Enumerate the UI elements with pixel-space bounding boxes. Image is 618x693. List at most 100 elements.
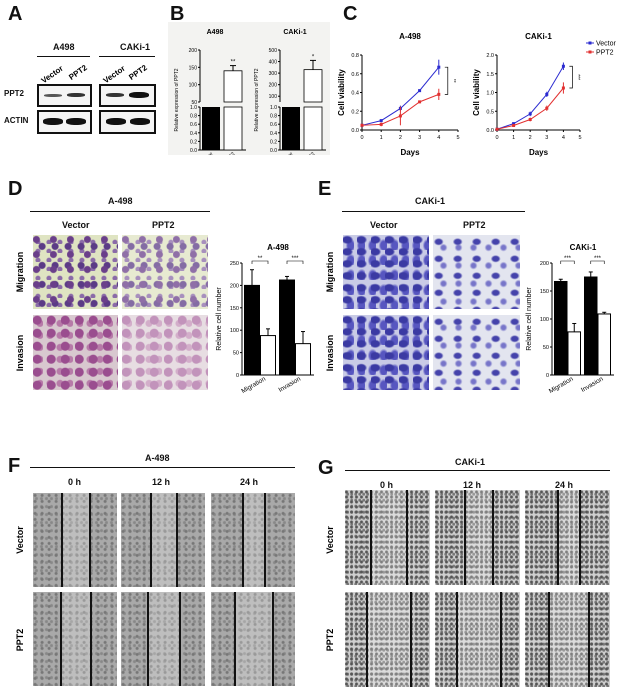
legend-label: Vector — [596, 41, 617, 48]
significance-bracket — [590, 260, 605, 264]
y-tick-label: 100 — [269, 94, 278, 100]
panel-b-background — [168, 22, 330, 155]
x-tick-label: 0 — [360, 135, 363, 141]
data-point-vector — [379, 119, 383, 123]
y-tick-label: 1.0 — [486, 91, 494, 97]
y-tick-label: 400 — [269, 60, 278, 66]
wound-image — [211, 592, 295, 686]
chart-title: CAKi-1 — [525, 32, 552, 41]
chart-b-a498: A498 Relative expression of PPT2 0.0 0.2 0.4… — [174, 29, 246, 155]
time-label: 24 h — [240, 477, 259, 487]
x-tick-label: 2 — [399, 135, 402, 141]
micrograph-ppt2-migration — [433, 235, 520, 309]
y-tick-label: 100 — [230, 328, 239, 334]
y-tick-label: 0.0 — [351, 128, 359, 134]
data-point-ppt2 — [360, 123, 364, 127]
chart-d: A-498 Relative cell number 0 50 100 150 200 250… — [216, 243, 314, 395]
row-label: Migration — [325, 251, 335, 293]
wound-image — [211, 493, 295, 587]
divider — [345, 470, 610, 471]
y-tick-label: 200 — [540, 261, 549, 267]
bar-ppt2 — [567, 331, 581, 376]
wound-image — [525, 490, 610, 585]
significance: ** — [231, 60, 236, 66]
wound-image — [435, 490, 520, 585]
y-axis-label: Cell viability — [337, 69, 346, 116]
bar-ppt2 — [303, 69, 323, 103]
data-point-vector — [545, 92, 549, 96]
x-tick-label: 4 — [437, 135, 440, 141]
lane-label: Vector — [101, 63, 127, 86]
y-tick-label: 0 — [236, 373, 239, 379]
significance-bracket — [286, 260, 304, 264]
x-tick-label: 3 — [545, 135, 548, 141]
data-point-vector — [437, 65, 441, 69]
significance: *** — [594, 256, 602, 262]
y-tick-label: 0.4 — [190, 131, 197, 137]
chart-title: A-498 — [399, 32, 421, 41]
bar-ppt2 — [295, 343, 311, 376]
bar-vector — [584, 276, 598, 376]
x-tick-label: Migration — [548, 375, 575, 395]
lane-label: PPT2 — [127, 63, 149, 82]
y-tick-label: 0.2 — [351, 109, 359, 115]
bar-ppt2 — [223, 70, 243, 103]
row-label: PPT2 — [325, 628, 335, 652]
chart-title: A-498 — [267, 243, 289, 252]
bar-vector — [279, 279, 295, 376]
y-tick-label: 2.0 — [486, 53, 494, 59]
col-label: PPT2 — [152, 220, 175, 230]
x-axis-label: Days — [400, 148, 420, 157]
col-label: PPT2 — [463, 220, 486, 230]
significance-bracket — [560, 260, 575, 264]
y-tick-label: 0.5 — [486, 109, 494, 115]
legend-marker — [588, 50, 592, 54]
panel-g-title: CAKi-1 — [455, 457, 486, 467]
y-tick-label: 200 — [269, 83, 278, 89]
micrograph-vector-migration — [343, 235, 429, 309]
y-tick-label: 0.8 — [270, 114, 277, 120]
panel-label-e: E — [318, 178, 332, 200]
significance: ** — [258, 256, 263, 262]
row-label: Vector — [325, 526, 335, 554]
blot-actin-caki — [99, 110, 156, 134]
blot-actin-a498 — [37, 110, 92, 134]
x-tick-label: vector — [201, 151, 215, 155]
micrograph-vector-invasion — [33, 315, 118, 390]
x-tick-label: 3 — [418, 135, 421, 141]
panel-f-title: A-498 — [145, 453, 170, 463]
time-label: 12 h — [152, 477, 171, 487]
lane-label: PPT2 — [67, 63, 89, 82]
divider — [37, 56, 90, 57]
micrograph-vector-migration — [33, 235, 118, 309]
chart-b-caki: CAKi-1 Relative expression of PPT2 0.0 0.2 0… — [254, 29, 326, 155]
x-tick-label: 5 — [456, 135, 459, 141]
wound-image — [525, 592, 610, 687]
bar-vector — [202, 107, 220, 150]
x-tick-label: 4 — [562, 135, 565, 141]
panel-label-d: D — [8, 178, 23, 200]
y-axis-label: Cell viability — [472, 69, 481, 116]
blot-ppt2-caki — [99, 84, 156, 107]
y-tick-label: 0.6 — [190, 122, 197, 128]
data-point-ppt2 — [398, 114, 402, 118]
bar-vector — [282, 107, 300, 150]
x-axis-label: Days — [529, 148, 549, 157]
y-tick-label: 250 — [230, 261, 239, 267]
significance: *** — [564, 256, 572, 262]
bar-ppt2 — [597, 313, 611, 376]
y-tick-label: 200 — [189, 48, 198, 54]
y-tick-label: 0.0 — [270, 148, 277, 154]
y-axis-label: Relative expression of PPT2 — [174, 68, 180, 131]
wound-image — [33, 493, 117, 587]
y-tick-label: 150 — [230, 306, 239, 312]
panel-label-a: A — [8, 3, 23, 25]
bar-ppt2 — [303, 106, 323, 151]
x-tick-label: PPT2 — [223, 151, 236, 155]
chart-e: CAKi-1 Relative cell number 0 50 100 150 200 **… — [526, 243, 614, 395]
blot-row-label: ACTIN — [4, 116, 29, 125]
y-tick-label: 0.8 — [351, 53, 359, 59]
data-point-ppt2 — [512, 124, 516, 127]
y-tick-label: 100 — [540, 317, 549, 323]
